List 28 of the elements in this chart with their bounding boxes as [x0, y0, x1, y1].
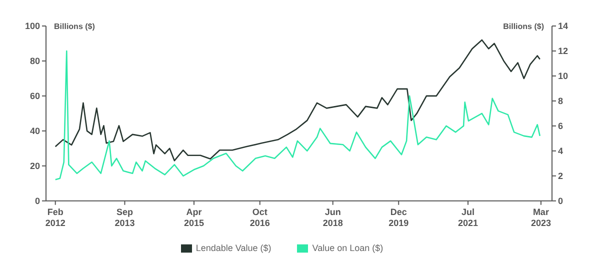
y-tick-label: 20	[30, 161, 40, 172]
x-tick-label: Jul 2021	[458, 206, 478, 228]
x-tick-label: Mar 2023	[530, 206, 551, 228]
x-tick-label: Jun 2018	[322, 206, 343, 228]
y-tick-label: 40	[30, 126, 40, 136]
y-axis-title: Billions ($)	[54, 22, 96, 31]
y2-axis-title: Billions ($)	[503, 22, 544, 31]
y-tick-label: 100	[24, 21, 40, 32]
legend-label: Value on Loan ($)	[312, 242, 384, 253]
y-tick-label: 0	[34, 196, 40, 206]
y2-tick-label: 10	[558, 71, 568, 82]
legend-label: Lendable Value ($)	[196, 242, 272, 253]
y2-tick-label: 6	[558, 121, 564, 132]
y-tick-label: 80	[30, 56, 40, 66]
y-tick-label: 60	[30, 91, 40, 102]
y2-tick-label: 14	[558, 21, 568, 32]
y2-tick-label: 0	[558, 196, 564, 206]
line-series	[54, 39, 541, 162]
x-tick-label: Sep 2013	[114, 206, 135, 228]
y2-tick-label: 12	[558, 46, 568, 56]
y2-tick-label: 4	[558, 146, 564, 156]
y2-tick-label: 2	[558, 171, 564, 182]
x-tick-label: Feb 2012	[45, 206, 66, 228]
x-tick-label: Oct 2016	[250, 206, 270, 228]
x-tick-label: Apr 2015	[184, 206, 204, 228]
y2-tick-label: 8	[558, 96, 564, 106]
x-tick-label: Dec 2019	[388, 206, 409, 228]
line-series	[54, 50, 541, 180]
